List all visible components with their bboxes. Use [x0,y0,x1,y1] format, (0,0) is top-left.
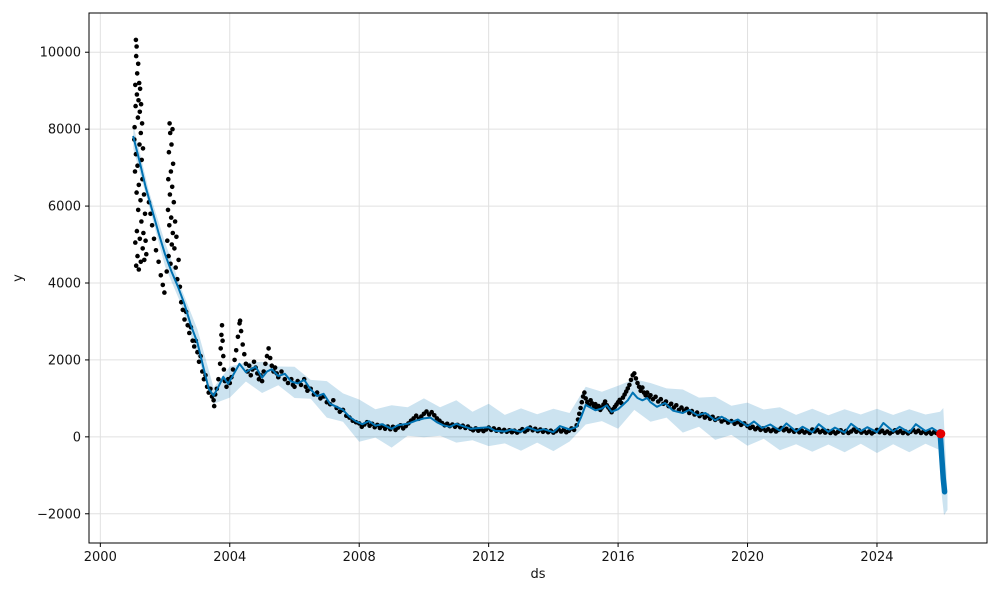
uncertainty-band [133,124,948,516]
x-axis-label: ds [530,567,545,582]
y-tick-label: 4000 [48,277,81,292]
tick-marks [85,51,878,547]
y-tick-label: 6000 [48,200,81,215]
tick-labels: 2000 2004 2008 2012 2016 2020 2024 −2000 0 2000 40… [37,46,894,565]
plot-border [88,12,988,544]
x-tick-label: 2008 [343,550,376,565]
y-tick-label: 2000 [48,353,81,368]
x-tick-label: 2012 [472,550,505,565]
y-tick-label: 10000 [40,46,81,61]
y-tick-label: 8000 [48,123,81,138]
x-tick-label: 2020 [731,550,764,565]
x-tick-label: 2004 [213,550,246,565]
grid-lines [89,13,987,543]
y-axis-label: y [11,274,26,282]
forecast-line [132,135,940,434]
forecast-dip [937,429,948,495]
y-tick-label: −2000 [37,507,81,522]
x-tick-label: 2016 [602,550,635,565]
x-tick-label: 2000 [84,550,117,565]
y-tick-label: 0 [73,430,81,445]
highlight-point-scatter [936,429,946,439]
x-tick-label: 2024 [860,550,893,565]
